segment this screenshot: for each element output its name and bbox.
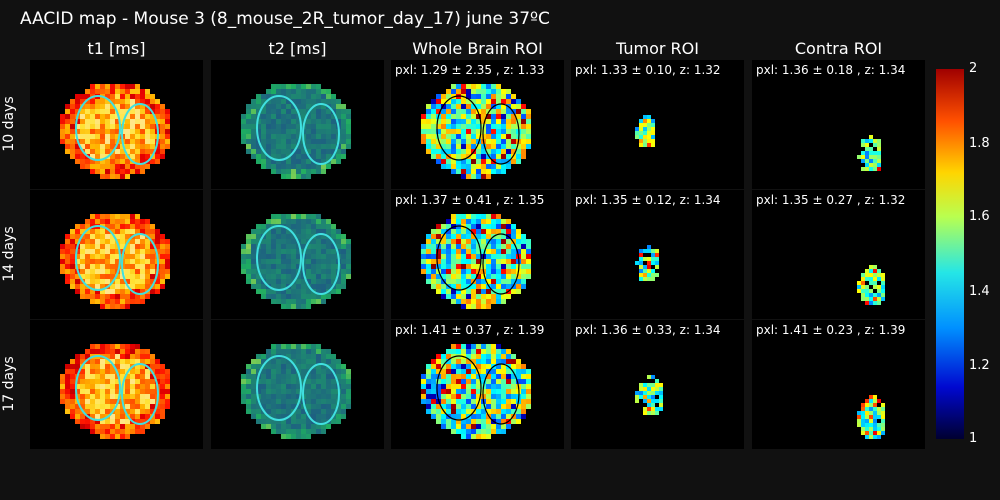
t1-map-image (60, 84, 170, 179)
whole-brain-map-image (421, 214, 531, 309)
map-tumor-17-days: pxl: 1.36 ± 0.33, z: 1.34 (571, 320, 744, 449)
whole-brain-map-image (421, 84, 531, 179)
map-contra-14-days: pxl: 1.35 ± 0.27 , z: 1.32 (752, 190, 925, 319)
stat-tumor-14-days: pxl: 1.35 ± 0.12, z: 1.34 (575, 193, 721, 207)
stat-contra-14-days: pxl: 1.35 ± 0.27 , z: 1.32 (756, 193, 906, 207)
roi-tumor-outline (75, 225, 121, 291)
pixel-layer (421, 84, 531, 179)
t1-map-image (60, 214, 170, 309)
colorbar-tick: 1.2 (969, 358, 990, 373)
row-label-17-days: 17 days (1, 356, 17, 412)
pixel-layer (635, 245, 659, 281)
roi-tumor-outline (256, 95, 302, 161)
row-label-10-days: 10 days (1, 96, 17, 152)
roi-tumor-outline (256, 355, 302, 421)
map-tumor-14-days: pxl: 1.35 ± 0.12, z: 1.34 (571, 190, 744, 319)
map-whole-brain-10-days: pxl: 1.29 ± 2.35 , z: 1.33 (391, 60, 564, 189)
colorbar (936, 69, 964, 439)
roi-contra-outline (302, 103, 340, 165)
roi-tumor-outline (436, 355, 482, 421)
column-header-t2: t2 [ms] (268, 39, 327, 58)
contra-map-image (857, 135, 881, 171)
roi-tumor-outline (436, 225, 482, 291)
tumor-map-image (635, 115, 655, 147)
pixel-layer (857, 265, 885, 305)
pixel-layer (421, 214, 531, 309)
map-contra-10-days: pxl: 1.36 ± 0.18 , z: 1.34 (752, 60, 925, 189)
pixel-layer (857, 395, 885, 439)
t1-map-image (60, 344, 170, 439)
whole-brain-map-image (421, 344, 531, 439)
pixel-layer (635, 375, 663, 415)
stat-contra-10-days: pxl: 1.36 ± 0.18 , z: 1.34 (756, 63, 906, 77)
colorbar-tick: 2 (969, 61, 978, 76)
contra-map-image (857, 395, 885, 439)
map-t1-14-days (30, 190, 203, 319)
column-header-contra: Contra ROI (794, 39, 883, 58)
contra-map-image (857, 265, 885, 305)
pixel-layer (857, 135, 881, 171)
map-t1-17-days (30, 320, 203, 449)
colorbar-tick: 1.8 (969, 136, 990, 151)
column-header-whole-brain: Whole Brain ROI (412, 39, 543, 58)
map-whole-brain-14-days: pxl: 1.37 ± 0.41 , z: 1.35 (391, 190, 564, 319)
figure-title: AACID map - Mouse 3 (8_mouse_2R_tumor_da… (20, 9, 550, 29)
roi-contra-outline (121, 233, 159, 295)
roi-contra-outline (302, 363, 340, 425)
pixel-layer (635, 115, 655, 147)
roi-contra-outline (482, 233, 520, 295)
stat-tumor-17-days: pxl: 1.36 ± 0.33, z: 1.34 (575, 323, 721, 337)
roi-contra-outline (121, 103, 159, 165)
t2-map-image (241, 214, 351, 309)
column-header-t1: t1 [ms] (87, 39, 146, 58)
map-t1-10-days (30, 60, 203, 189)
map-whole-brain-17-days: pxl: 1.41 ± 0.37 , z: 1.39 (391, 320, 564, 449)
roi-contra-outline (482, 103, 520, 165)
roi-tumor-outline (75, 95, 121, 161)
stat-whole-brain-10-days: pxl: 1.29 ± 2.35 , z: 1.33 (395, 63, 545, 77)
stat-contra-17-days: pxl: 1.41 ± 0.23 , z: 1.39 (756, 323, 906, 337)
map-t2-17-days (211, 320, 384, 449)
map-t2-14-days (211, 190, 384, 319)
pixel-layer (241, 214, 351, 309)
roi-tumor-outline (256, 225, 302, 291)
map-tumor-10-days: pxl: 1.33 ± 0.10, z: 1.32 (571, 60, 744, 189)
stat-whole-brain-17-days: pxl: 1.41 ± 0.37 , z: 1.39 (395, 323, 545, 337)
map-t2-10-days (211, 60, 384, 189)
colorbar-tick: 1.4 (969, 284, 990, 299)
tumor-map-image (635, 245, 659, 281)
stat-tumor-10-days: pxl: 1.33 ± 0.10, z: 1.32 (575, 63, 721, 77)
roi-contra-outline (482, 363, 520, 425)
t2-map-image (241, 84, 351, 179)
pixel-layer (241, 84, 351, 179)
tumor-map-image (635, 375, 663, 415)
stat-whole-brain-14-days: pxl: 1.37 ± 0.41 , z: 1.35 (395, 193, 545, 207)
roi-contra-outline (302, 233, 340, 295)
colorbar-tick: 1.6 (969, 209, 990, 224)
colorbar-tick: 1 (969, 431, 978, 446)
t2-map-image (241, 344, 351, 439)
roi-tumor-outline (75, 355, 121, 421)
row-label-14-days: 14 days (1, 226, 17, 282)
column-header-tumor: Tumor ROI (616, 39, 699, 58)
roi-contra-outline (121, 363, 159, 425)
map-contra-17-days: pxl: 1.41 ± 0.23 , z: 1.39 (752, 320, 925, 449)
pixel-layer (241, 344, 351, 439)
roi-tumor-outline (436, 95, 482, 161)
